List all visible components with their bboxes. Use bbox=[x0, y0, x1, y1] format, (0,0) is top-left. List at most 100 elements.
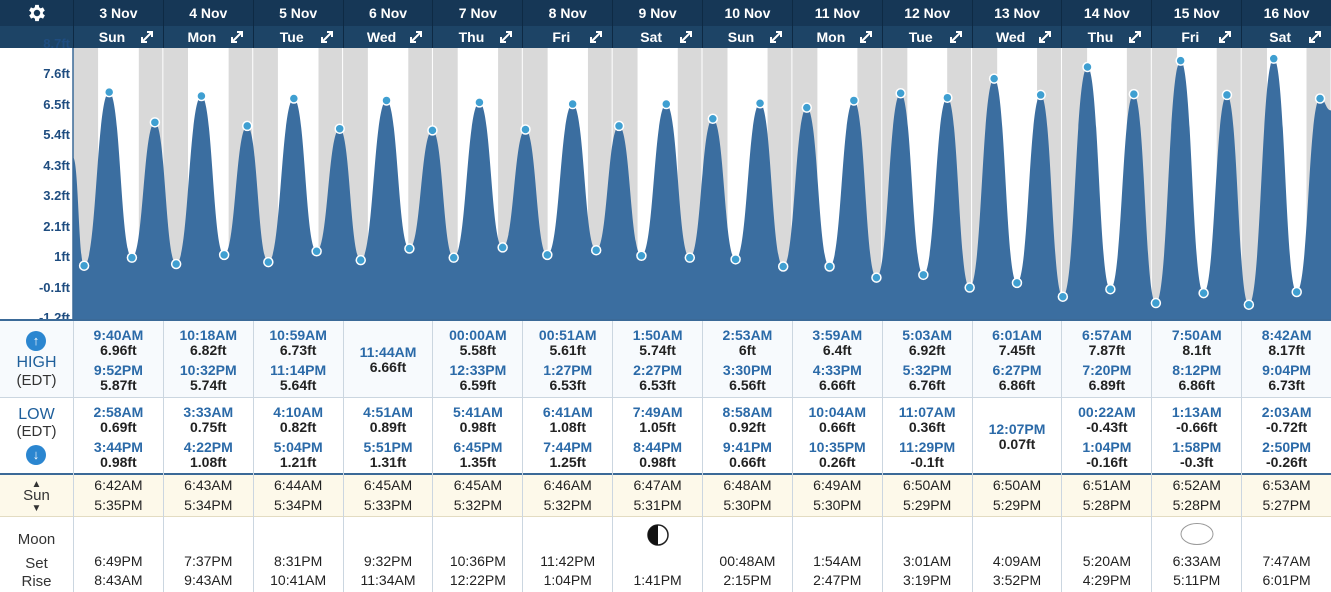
expand-icon[interactable] bbox=[1037, 29, 1053, 45]
arrow-up-icon[interactable]: ↑ bbox=[26, 331, 46, 351]
day-column-header[interactable]: 13 Nov Wed bbox=[971, 0, 1062, 48]
day-column-header[interactable]: 4 Nov Mon bbox=[162, 0, 253, 48]
tide-point[interactable] bbox=[590, 244, 602, 256]
day-column-header[interactable]: 7 Nov Thu bbox=[432, 0, 523, 48]
tide-point[interactable] bbox=[918, 269, 929, 281]
expand-icon[interactable] bbox=[1217, 29, 1233, 45]
sunset-time: 5:27PM bbox=[1262, 497, 1311, 513]
day-column-header[interactable]: 8 Nov Fri bbox=[522, 0, 613, 48]
low-tide-cell: 8:58AM 0.92ft 9:41PM 0.66ft bbox=[702, 398, 792, 475]
tide-point[interactable] bbox=[988, 73, 1000, 84]
expand-icon[interactable] bbox=[1307, 29, 1323, 45]
tide-point[interactable] bbox=[754, 97, 766, 109]
tide-point[interactable] bbox=[520, 124, 531, 135]
day-column-header[interactable]: 6 Nov Wed bbox=[342, 0, 433, 48]
tide-point[interactable] bbox=[149, 117, 161, 128]
tide-point[interactable] bbox=[1150, 297, 1162, 309]
expand-icon[interactable] bbox=[1127, 29, 1143, 45]
day-column-header[interactable]: 5 Nov Tue bbox=[252, 0, 343, 48]
expand-icon[interactable] bbox=[319, 29, 335, 45]
tide-point[interactable] bbox=[1035, 89, 1046, 101]
expand-icon[interactable] bbox=[858, 29, 874, 45]
expand-icon[interactable] bbox=[948, 29, 964, 45]
expand-icon[interactable] bbox=[229, 29, 245, 45]
tide-point[interactable] bbox=[1291, 286, 1302, 298]
day-column-header[interactable]: 15 Nov Fri bbox=[1151, 0, 1242, 48]
tide-point[interactable] bbox=[1198, 287, 1209, 299]
expand-icon[interactable] bbox=[408, 29, 424, 45]
tide-point[interactable] bbox=[801, 102, 813, 113]
tide-height: 8.1ft bbox=[1182, 342, 1212, 358]
tide-point[interactable] bbox=[1221, 89, 1233, 101]
day-column-header[interactable]: 9 Nov Sat bbox=[612, 0, 703, 48]
tide-height: 0.26ft bbox=[819, 454, 856, 470]
tide-height: 1.05ft bbox=[639, 419, 676, 435]
low-tide-cell: 1:13AM -0.66ft 1:58PM -0.3ft bbox=[1151, 398, 1241, 475]
tide-point[interactable] bbox=[448, 252, 459, 263]
tide-point[interactable] bbox=[311, 246, 322, 257]
tide-point[interactable] bbox=[474, 97, 485, 108]
day-column-header[interactable]: 14 Nov Thu bbox=[1061, 0, 1152, 48]
expand-icon[interactable] bbox=[768, 29, 784, 45]
day-column-header[interactable]: 11 Nov Mon bbox=[791, 0, 882, 48]
tide-point[interactable] bbox=[427, 125, 438, 136]
tide-point[interactable] bbox=[964, 282, 975, 293]
tide-point[interactable] bbox=[263, 256, 274, 268]
tide-point[interactable] bbox=[103, 86, 115, 98]
day-column-header[interactable]: 10 Nov Sun bbox=[702, 0, 792, 48]
tide-point[interactable] bbox=[334, 123, 345, 134]
tide-point[interactable] bbox=[196, 90, 207, 102]
expand-icon[interactable] bbox=[498, 29, 514, 45]
tide-point[interactable] bbox=[613, 120, 625, 132]
tide-point[interactable] bbox=[404, 243, 415, 254]
high-tide-cell: 00:51AM 5.61ft 1:27PM 6.53ft bbox=[522, 321, 612, 398]
tide-point[interactable] bbox=[78, 260, 90, 271]
tide-height: 6.82ft bbox=[190, 342, 227, 358]
tide-point[interactable] bbox=[636, 250, 647, 261]
tide-point[interactable] bbox=[824, 261, 835, 272]
tide-point[interactable] bbox=[241, 120, 253, 132]
tide-point[interactable] bbox=[170, 258, 182, 270]
tide-point[interactable] bbox=[707, 113, 719, 124]
tide-point[interactable] bbox=[1175, 55, 1186, 66]
day-column-header[interactable]: 12 Nov Tue bbox=[881, 0, 972, 48]
tide-point[interactable] bbox=[567, 98, 578, 110]
tide-point[interactable] bbox=[218, 249, 230, 261]
expand-icon[interactable] bbox=[678, 29, 694, 45]
tide-time: 11:44AM bbox=[359, 344, 417, 360]
tide-point[interactable] bbox=[942, 92, 953, 103]
tide-point[interactable] bbox=[1057, 291, 1069, 302]
tide-point[interactable] bbox=[1105, 283, 1116, 295]
tide-point[interactable] bbox=[1011, 277, 1023, 289]
tide-time: 9:40AM bbox=[93, 327, 144, 343]
tide-point[interactable] bbox=[895, 88, 906, 99]
first-quarter-moon-icon bbox=[647, 524, 669, 546]
tide-point[interactable] bbox=[1268, 53, 1280, 64]
arrow-down-icon[interactable]: ↓ bbox=[26, 445, 46, 465]
tide-point[interactable] bbox=[684, 252, 696, 263]
tide-point[interactable] bbox=[542, 249, 553, 261]
moonset-time: 9:32PM bbox=[363, 553, 413, 569]
tide-height: 0.66ft bbox=[729, 454, 766, 470]
tide-point[interactable] bbox=[1128, 88, 1140, 100]
tide-point[interactable] bbox=[1314, 93, 1326, 104]
tide-point[interactable] bbox=[381, 95, 392, 106]
moon-cell: 3:01AM 3:19PM bbox=[881, 517, 972, 592]
day-weekday: Sun bbox=[98, 29, 126, 45]
sun-cell: 6:46AM 5:32PM bbox=[522, 475, 612, 517]
tide-point[interactable] bbox=[730, 254, 741, 265]
expand-icon[interactable] bbox=[139, 29, 155, 45]
tide-point[interactable] bbox=[1082, 61, 1093, 73]
tide-point[interactable] bbox=[497, 242, 508, 253]
tide-point[interactable] bbox=[871, 272, 882, 283]
tide-point[interactable] bbox=[777, 261, 789, 272]
tide-point[interactable] bbox=[661, 98, 672, 110]
tide-point[interactable] bbox=[848, 95, 860, 106]
expand-icon[interactable] bbox=[588, 29, 604, 45]
day-column-header[interactable]: 3 Nov Sun bbox=[73, 0, 163, 48]
tide-point[interactable] bbox=[1243, 299, 1255, 310]
day-column-header[interactable]: 16 Nov Sat bbox=[1241, 0, 1331, 48]
tide-point[interactable] bbox=[126, 252, 138, 263]
tide-point[interactable] bbox=[288, 93, 300, 104]
tide-point[interactable] bbox=[355, 254, 366, 266]
